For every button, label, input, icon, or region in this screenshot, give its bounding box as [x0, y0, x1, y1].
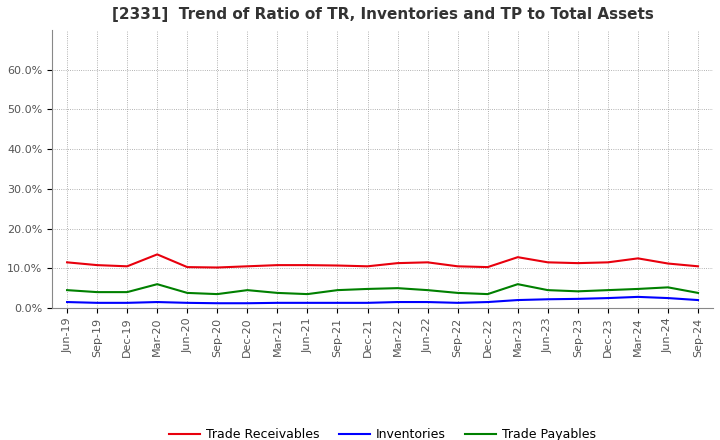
Inventories [544, 297, 552, 302]
Trade Payables [63, 287, 71, 293]
Trade Payables [454, 290, 462, 296]
Trade Payables [664, 285, 672, 290]
Trade Payables [634, 286, 642, 292]
Trade Receivables [183, 264, 192, 270]
Trade Receivables [693, 264, 702, 269]
Trade Payables [183, 290, 192, 296]
Trade Receivables [123, 264, 132, 269]
Line: Trade Payables: Trade Payables [67, 284, 698, 294]
Inventories [303, 300, 312, 305]
Trade Receivables [273, 263, 282, 268]
Line: Inventories: Inventories [67, 297, 698, 303]
Trade Payables [603, 287, 612, 293]
Trade Receivables [513, 254, 522, 260]
Title: [2331]  Trend of Ratio of TR, Inventories and TP to Total Assets: [2331] Trend of Ratio of TR, Inventories… [112, 7, 654, 22]
Trade Receivables [634, 256, 642, 261]
Trade Receivables [63, 260, 71, 265]
Trade Receivables [333, 263, 342, 268]
Inventories [664, 295, 672, 301]
Inventories [483, 299, 492, 304]
Trade Payables [153, 282, 161, 287]
Inventories [393, 299, 402, 304]
Trade Payables [483, 291, 492, 297]
Trade Receivables [363, 264, 372, 269]
Inventories [574, 296, 582, 301]
Inventories [513, 297, 522, 303]
Inventories [213, 301, 222, 306]
Trade Payables [363, 286, 372, 292]
Trade Receivables [243, 264, 252, 269]
Trade Receivables [574, 260, 582, 266]
Trade Payables [213, 291, 222, 297]
Inventories [273, 300, 282, 305]
Inventories [183, 300, 192, 305]
Trade Receivables [454, 264, 462, 269]
Trade Receivables [303, 263, 312, 268]
Inventories [454, 300, 462, 305]
Trade Payables [423, 287, 432, 293]
Inventories [634, 294, 642, 300]
Trade Receivables [153, 252, 161, 257]
Trade Payables [693, 290, 702, 296]
Trade Payables [513, 282, 522, 287]
Trade Payables [393, 286, 402, 291]
Trade Receivables [423, 260, 432, 265]
Trade Receivables [544, 260, 552, 265]
Inventories [423, 299, 432, 304]
Inventories [333, 300, 342, 305]
Trade Receivables [93, 263, 102, 268]
Line: Trade Receivables: Trade Receivables [67, 254, 698, 268]
Trade Payables [123, 290, 132, 295]
Trade Receivables [664, 261, 672, 266]
Inventories [93, 300, 102, 305]
Trade Payables [93, 290, 102, 295]
Inventories [693, 297, 702, 303]
Trade Payables [243, 287, 252, 293]
Legend: Trade Receivables, Inventories, Trade Payables: Trade Receivables, Inventories, Trade Pa… [164, 423, 601, 440]
Trade Payables [273, 290, 282, 296]
Trade Payables [544, 287, 552, 293]
Inventories [63, 299, 71, 304]
Inventories [363, 300, 372, 305]
Trade Receivables [483, 264, 492, 270]
Trade Payables [303, 291, 312, 297]
Trade Receivables [213, 265, 222, 270]
Trade Receivables [393, 260, 402, 266]
Inventories [243, 301, 252, 306]
Trade Payables [574, 289, 582, 294]
Inventories [153, 299, 161, 304]
Trade Payables [333, 287, 342, 293]
Inventories [123, 300, 132, 305]
Inventories [603, 295, 612, 301]
Trade Receivables [603, 260, 612, 265]
